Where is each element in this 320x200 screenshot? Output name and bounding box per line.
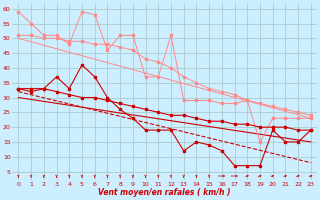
X-axis label: Vent moyen/en rafales ( km/h ): Vent moyen/en rafales ( km/h )	[98, 188, 231, 197]
